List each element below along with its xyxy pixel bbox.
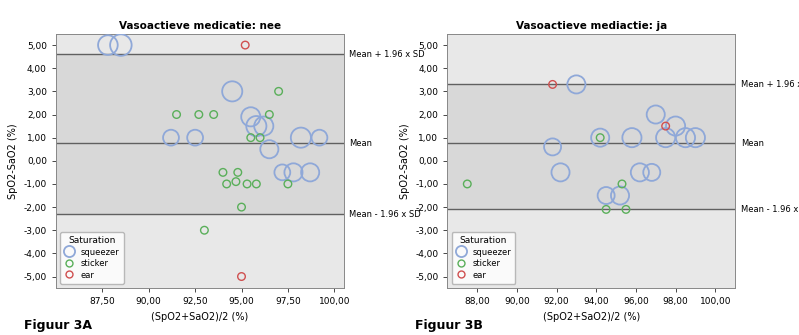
Point bbox=[670, 123, 682, 129]
Point bbox=[263, 112, 276, 117]
Point bbox=[615, 181, 628, 187]
Point bbox=[594, 135, 606, 140]
Point bbox=[594, 135, 606, 140]
Point bbox=[281, 181, 294, 187]
Point bbox=[193, 112, 205, 117]
Point bbox=[232, 170, 244, 175]
Title: Vasoactieve medicatie: nee: Vasoactieve medicatie: nee bbox=[119, 21, 280, 31]
Point bbox=[634, 170, 646, 175]
Point bbox=[276, 170, 288, 175]
Point bbox=[619, 207, 632, 212]
Point bbox=[244, 135, 257, 140]
Point bbox=[600, 193, 613, 198]
Point bbox=[295, 135, 308, 140]
Point bbox=[659, 135, 672, 140]
Text: Mean: Mean bbox=[349, 139, 372, 148]
Point bbox=[221, 181, 233, 187]
Point bbox=[101, 43, 114, 48]
Point bbox=[257, 123, 270, 129]
X-axis label: (SpO2+SaO2)/2 (%): (SpO2+SaO2)/2 (%) bbox=[543, 312, 640, 322]
Point bbox=[614, 193, 626, 198]
Point bbox=[114, 43, 127, 48]
Point bbox=[659, 123, 672, 129]
Point bbox=[304, 170, 316, 175]
Point bbox=[240, 181, 253, 187]
Title: Vasoactieve mediactie: ja: Vasoactieve mediactie: ja bbox=[515, 21, 667, 31]
Y-axis label: SpO2-SaO2 (%): SpO2-SaO2 (%) bbox=[8, 123, 18, 199]
Point bbox=[229, 179, 242, 184]
Point bbox=[170, 112, 183, 117]
Text: Figuur 3A: Figuur 3A bbox=[24, 319, 92, 332]
Point bbox=[250, 123, 263, 129]
Point bbox=[239, 43, 252, 48]
Point bbox=[198, 227, 211, 233]
Point bbox=[313, 135, 326, 140]
Point bbox=[235, 274, 248, 279]
Point bbox=[253, 135, 266, 140]
Point bbox=[189, 135, 201, 140]
Point bbox=[244, 114, 257, 120]
Point bbox=[226, 89, 239, 94]
Text: Figuur 3B: Figuur 3B bbox=[415, 319, 483, 332]
Y-axis label: SpO2-SaO2 (%): SpO2-SaO2 (%) bbox=[400, 123, 410, 199]
Text: Mean + 1.96 x SD: Mean + 1.96 x SD bbox=[349, 50, 425, 59]
Bar bbox=[56, 54, 344, 214]
Point bbox=[250, 181, 263, 187]
X-axis label: (SpO2+SaO2)/2 (%): (SpO2+SaO2)/2 (%) bbox=[151, 312, 248, 322]
Point bbox=[207, 112, 220, 117]
Point bbox=[165, 135, 177, 140]
Point bbox=[679, 135, 692, 140]
Point bbox=[547, 82, 559, 87]
Point bbox=[547, 144, 559, 150]
Point bbox=[555, 170, 567, 175]
Point bbox=[689, 135, 702, 140]
Text: Mean: Mean bbox=[741, 139, 764, 148]
Point bbox=[626, 135, 638, 140]
Point bbox=[217, 170, 229, 175]
Text: Mean - 1.96 x SD: Mean - 1.96 x SD bbox=[741, 205, 799, 214]
Point bbox=[235, 204, 248, 210]
Point bbox=[600, 207, 613, 212]
Point bbox=[272, 89, 285, 94]
Text: Mean - 1.96 x SD: Mean - 1.96 x SD bbox=[349, 209, 421, 218]
Legend: squeezer, sticker, ear: squeezer, sticker, ear bbox=[451, 232, 515, 284]
Point bbox=[570, 82, 582, 87]
Point bbox=[263, 146, 276, 152]
Bar bbox=[447, 84, 735, 209]
Point bbox=[461, 181, 474, 187]
Legend: squeezer, sticker, ear: squeezer, sticker, ear bbox=[60, 232, 124, 284]
Point bbox=[287, 170, 300, 175]
Point bbox=[650, 112, 662, 117]
Text: Mean + 1.96 x SD: Mean + 1.96 x SD bbox=[741, 80, 799, 89]
Point bbox=[646, 170, 658, 175]
